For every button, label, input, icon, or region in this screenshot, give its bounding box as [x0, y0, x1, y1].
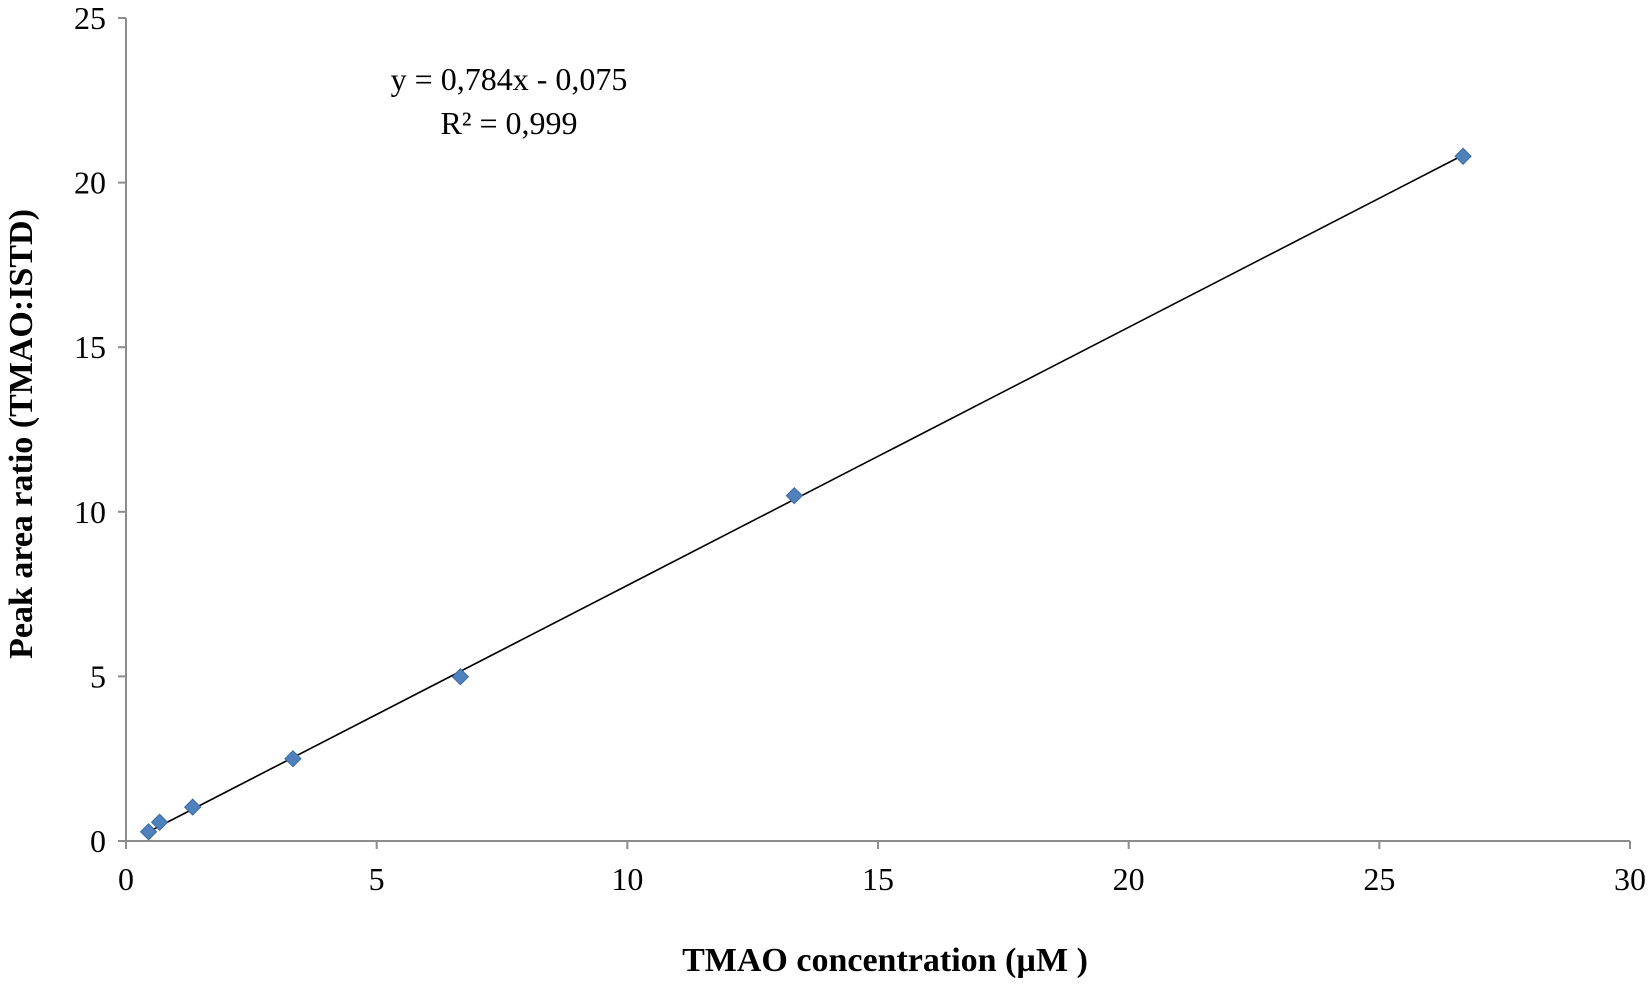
data-points — [139, 147, 1472, 841]
axes — [125, 18, 1630, 842]
data-point — [1454, 147, 1472, 165]
data-point — [150, 813, 169, 831]
y-tick-label: 25 — [74, 0, 106, 36]
y-tick-label: 20 — [74, 165, 106, 201]
x-tick-label: 30 — [1614, 861, 1646, 897]
data-point — [183, 798, 202, 816]
r-squared-label: R² = 0,999 — [441, 105, 578, 141]
x-tick-label: 5 — [369, 861, 385, 897]
x-tick-label: 15 — [862, 861, 894, 897]
trendline-group — [148, 154, 1464, 833]
x-tick-label: 0 — [118, 861, 134, 897]
data-point — [284, 749, 302, 768]
y-tick-label: 0 — [90, 823, 106, 859]
x-tick-label: 20 — [1113, 861, 1145, 897]
data-point — [139, 823, 158, 841]
y-tick-label: 10 — [74, 494, 106, 530]
x-tick-label: 25 — [1363, 861, 1395, 897]
linear-trendline — [148, 154, 1464, 833]
trendline-equation: y = 0,784x - 0,075 — [391, 61, 628, 97]
x-axis-title: TMAO concentration (µM ) — [682, 942, 1088, 979]
axis-ticks: 0 5 10 15 20 25 30 0 5 10 15 20 25 — [74, 0, 1646, 897]
y-tick-label: 5 — [90, 658, 106, 694]
y-axis-title: Peak area ratio (TMAO:ISTD) — [3, 209, 40, 659]
x-tick-label: 10 — [611, 861, 643, 897]
data-point — [451, 668, 470, 686]
data-point — [785, 486, 803, 505]
y-tick-label: 15 — [74, 329, 106, 365]
